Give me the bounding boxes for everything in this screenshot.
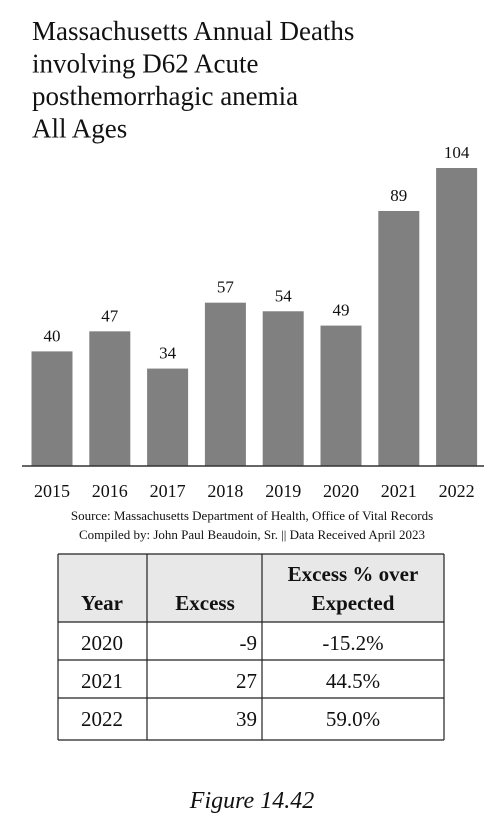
x-tick-label: 2018 xyxy=(207,481,243,501)
figure-caption: Figure 14.42 xyxy=(189,788,314,814)
bar xyxy=(320,325,362,466)
x-tick-label: 2019 xyxy=(265,481,301,501)
table-cell: 59.0% xyxy=(326,707,380,731)
bar xyxy=(262,311,304,466)
bar xyxy=(204,302,246,466)
value-label: 40 xyxy=(44,326,61,345)
bar xyxy=(378,210,420,466)
x-tick-label: 2020 xyxy=(323,481,359,501)
table-cell: 27 xyxy=(236,669,257,693)
bar xyxy=(147,368,189,466)
value-label: 34 xyxy=(159,344,177,363)
chart-title: involving D62 Acute xyxy=(32,49,258,79)
table-header: Year xyxy=(81,591,123,615)
table-cell: 39 xyxy=(236,707,257,731)
table-cell: -15.2% xyxy=(322,631,383,655)
value-label: 104 xyxy=(444,143,470,162)
table-cell: 2022 xyxy=(81,707,123,731)
chart-title: All Ages xyxy=(32,114,127,144)
x-tick-label: 2015 xyxy=(34,481,70,501)
chart-title: Massachusetts Annual Deaths xyxy=(32,16,354,46)
x-tick-label: 2016 xyxy=(92,481,128,501)
table-header: Excess xyxy=(175,591,235,615)
table-cell: 2020 xyxy=(81,631,123,655)
x-tick-label: 2021 xyxy=(381,481,417,501)
bar xyxy=(436,168,478,466)
value-label: 89 xyxy=(390,186,407,205)
source-note: Source: Massachusetts Department of Heal… xyxy=(71,508,433,523)
source-note: Compiled by: John Paul Beaudoin, Sr. || … xyxy=(79,527,425,542)
table-header: Excess % over xyxy=(288,562,419,586)
table-cell: -9 xyxy=(240,631,258,655)
table-header: Expected xyxy=(312,591,395,615)
x-tick-label: 2017 xyxy=(150,481,186,501)
value-label: 49 xyxy=(333,301,350,320)
value-label: 54 xyxy=(275,286,293,305)
bar xyxy=(31,351,73,466)
table-header-bg xyxy=(58,554,444,622)
value-label: 47 xyxy=(101,306,119,325)
bar xyxy=(89,331,131,466)
table-cell: 44.5% xyxy=(326,669,380,693)
value-label: 57 xyxy=(217,278,235,297)
x-tick-label: 2022 xyxy=(439,481,475,501)
chart-title: posthemorrhagic anemia xyxy=(32,81,298,111)
table-cell: 2021 xyxy=(81,669,123,693)
